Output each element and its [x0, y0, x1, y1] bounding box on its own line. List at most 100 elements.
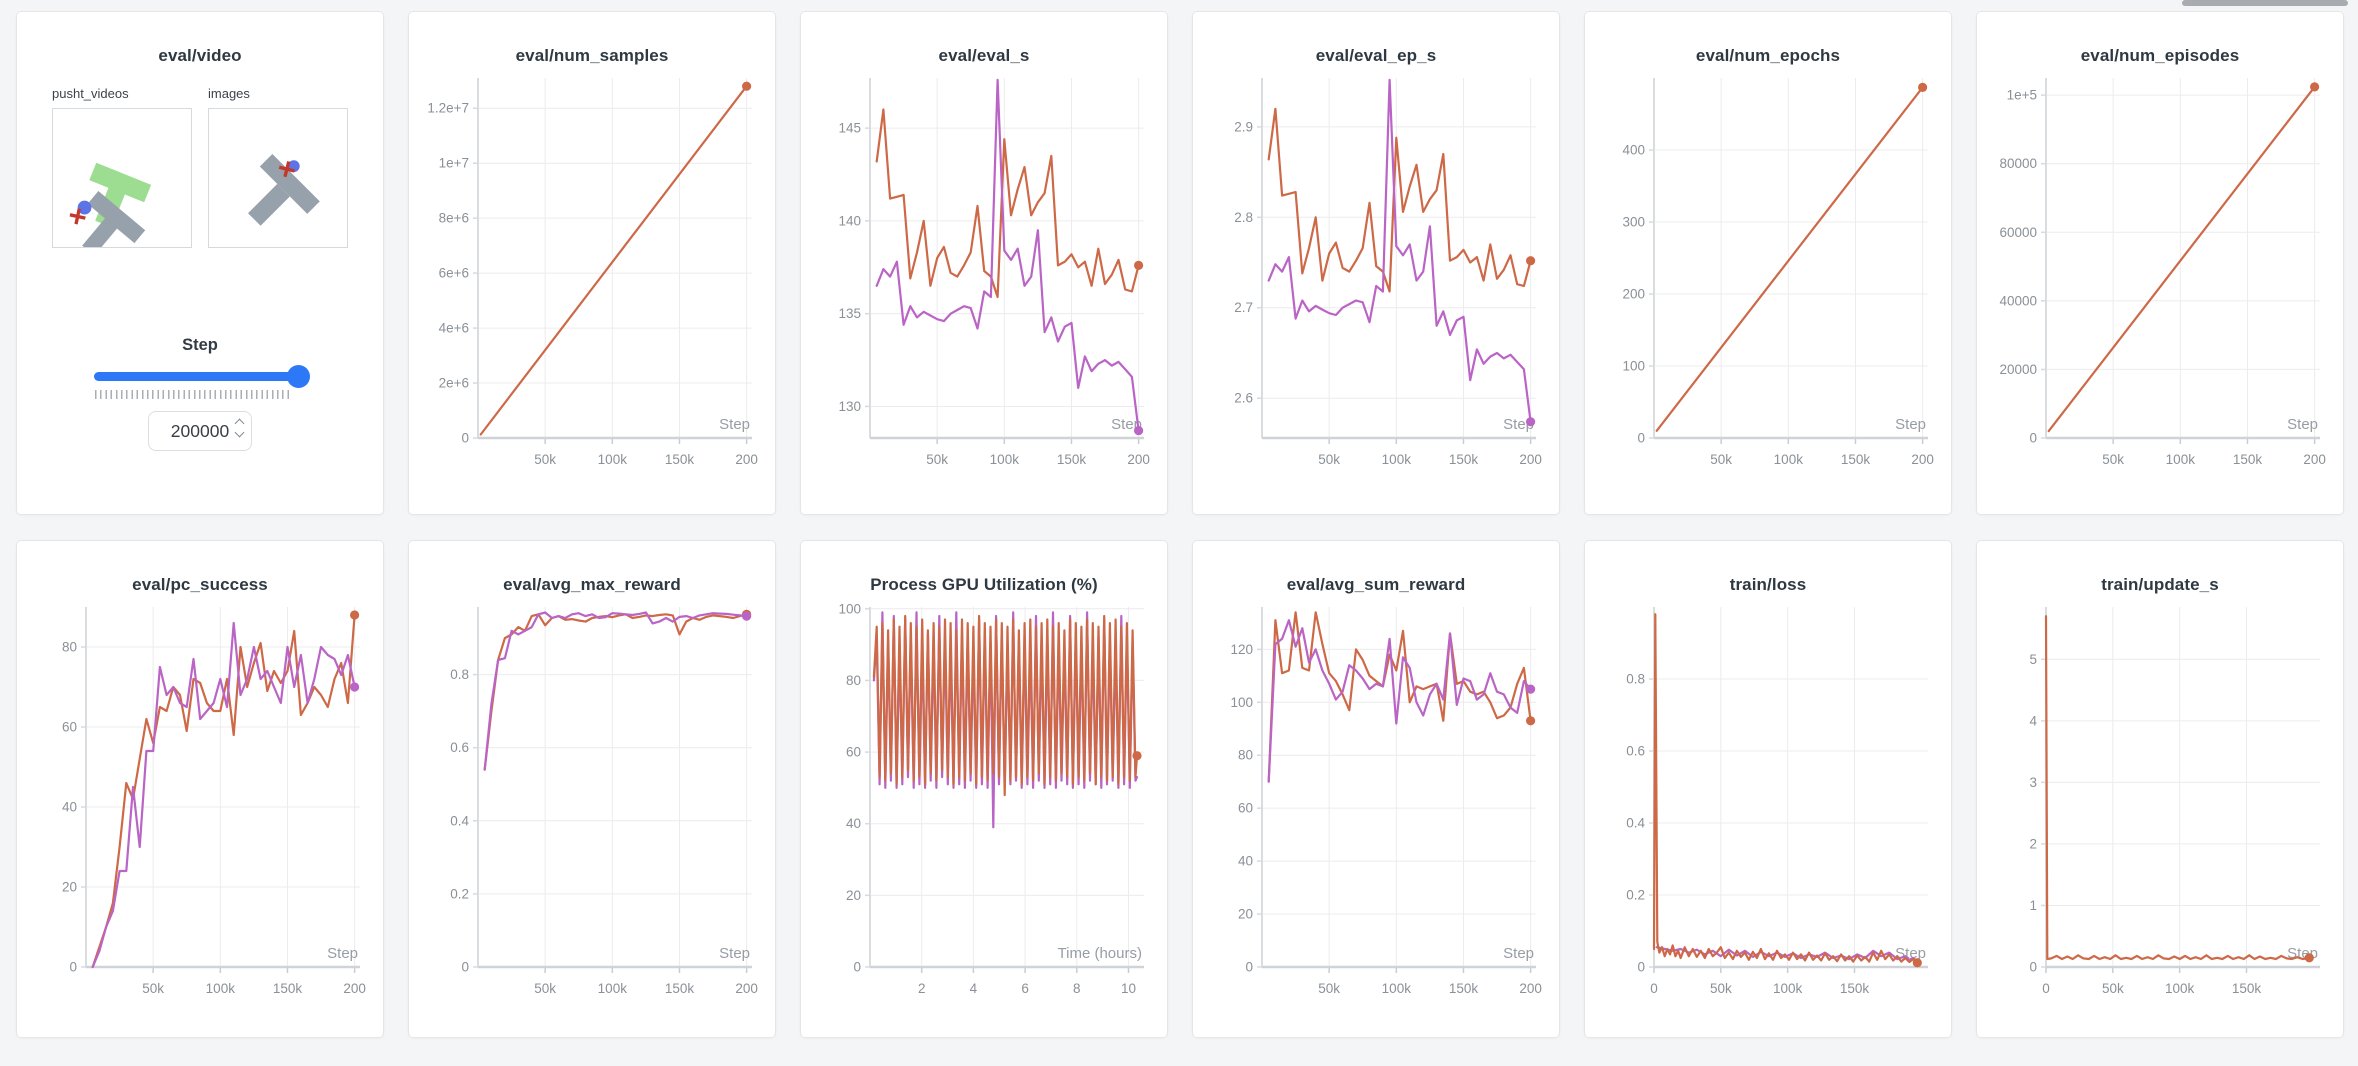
- svg-text:100k: 100k: [206, 981, 236, 996]
- panel-eval-num-epochs: eval/num_epochs 0 100 200 300 400 50k 100k 150k…: [1584, 11, 1952, 515]
- svg-text:135: 135: [838, 306, 861, 321]
- svg-text:4e+6: 4e+6: [439, 321, 469, 336]
- svg-text:8e+6: 8e+6: [439, 211, 469, 226]
- svg-text:200: 200: [1622, 287, 1645, 302]
- media-images[interactable]: images: [208, 86, 348, 248]
- svg-text:2.9: 2.9: [1234, 119, 1253, 134]
- svg-text:Step: Step: [719, 416, 750, 433]
- svg-text:1.2e+7: 1.2e+7: [427, 101, 469, 116]
- step-slider-block: Step 200000: [17, 336, 383, 451]
- chart-title: eval/avg_max_reward: [503, 575, 681, 594]
- chart-process-gpu-utilization[interactable]: 0 20 40 60 80 100 2 4 6 8 10 Time (hours): [814, 601, 1154, 1021]
- svg-text:50k: 50k: [534, 452, 556, 467]
- svg-text:50k: 50k: [2102, 981, 2124, 996]
- svg-text:80: 80: [846, 673, 861, 688]
- svg-text:0: 0: [1245, 960, 1253, 975]
- svg-text:Step: Step: [1111, 416, 1142, 433]
- scrollbar-horizontal[interactable]: [2182, 0, 2348, 6]
- svg-text:Step: Step: [327, 945, 358, 962]
- slider-track[interactable]: [94, 372, 306, 381]
- svg-text:50k: 50k: [534, 981, 556, 996]
- svg-text:Time (hours): Time (hours): [1058, 945, 1142, 962]
- svg-text:50k: 50k: [1710, 452, 1732, 467]
- chart-title: eval/num_samples: [515, 46, 669, 65]
- svg-text:100: 100: [838, 601, 861, 616]
- svg-text:0: 0: [69, 960, 77, 975]
- target-cross-icon: [69, 208, 86, 225]
- svg-text:10: 10: [1121, 981, 1136, 996]
- svg-text:150k: 150k: [665, 981, 695, 996]
- panel-title: eval/video: [158, 46, 242, 65]
- svg-text:20000: 20000: [1999, 362, 2037, 377]
- svg-text:200: 200: [1911, 452, 1934, 467]
- svg-text:40: 40: [62, 800, 77, 815]
- svg-text:0.6: 0.6: [1626, 744, 1645, 759]
- svg-text:0: 0: [1650, 981, 1658, 996]
- svg-text:Step: Step: [2287, 416, 2318, 433]
- svg-text:40: 40: [846, 816, 861, 831]
- svg-text:100k: 100k: [1382, 452, 1412, 467]
- svg-text:200: 200: [343, 981, 366, 996]
- svg-text:60: 60: [846, 745, 861, 760]
- svg-text:50k: 50k: [1710, 981, 1732, 996]
- chart-eval-avg-sum-reward[interactable]: 0 20 40 60 80 100 120 50k 100k 150k 200 Step: [1206, 601, 1546, 1021]
- svg-text:200: 200: [1519, 981, 1542, 996]
- stepper-arrows[interactable]: [234, 418, 245, 438]
- images-frame[interactable]: [208, 108, 348, 248]
- svg-text:0: 0: [1637, 431, 1645, 446]
- svg-text:1e+7: 1e+7: [439, 156, 469, 171]
- svg-text:0.4: 0.4: [1626, 816, 1645, 831]
- chart-eval-num-episodes[interactable]: 0 20000 40000 60000 80000 1e+5 50k 100k 150k 200 S…: [1990, 72, 2330, 492]
- svg-text:60: 60: [1238, 801, 1253, 816]
- step-slider[interactable]: [94, 365, 310, 388]
- chart-eval-pc-success[interactable]: 0 20 40 60 80 50k 100k 150k 200 Step: [30, 601, 370, 1021]
- chart-title: Process GPU Utilization (%): [870, 575, 1098, 594]
- chart-eval-avg-max-reward[interactable]: 0 0.2 0.4 0.6 0.8 50k 100k 150k 200 Step: [422, 601, 762, 1021]
- svg-text:0.6: 0.6: [450, 740, 469, 755]
- svg-text:0: 0: [461, 960, 469, 975]
- chart-eval-num-epochs[interactable]: 0 100 200 300 400 50k 100k 150k 200 Step: [1598, 72, 1938, 492]
- svg-text:200: 200: [2303, 452, 2326, 467]
- svg-text:100k: 100k: [598, 981, 628, 996]
- svg-text:50k: 50k: [1318, 452, 1340, 467]
- chart-title: eval/eval_s: [938, 46, 1030, 65]
- decrement-arrow-icon[interactable]: [234, 427, 245, 438]
- svg-text:150k: 150k: [2233, 452, 2263, 467]
- chart-eval-num-samples[interactable]: 0 2e+6 4e+6 6e+6 8e+6 1e+7 1.2e+7 50k 100k 150k 20…: [422, 72, 762, 492]
- svg-text:80000: 80000: [1999, 156, 2037, 171]
- svg-text:150k: 150k: [665, 452, 695, 467]
- step-input[interactable]: 200000: [148, 411, 252, 451]
- svg-text:0: 0: [853, 960, 861, 975]
- svg-text:0: 0: [1637, 960, 1645, 975]
- panel-eval-num-episodes: eval/num_episodes 0 20000 40000 60000 80000 1…: [1976, 11, 2344, 515]
- svg-text:150k: 150k: [273, 981, 303, 996]
- slider-knob[interactable]: [287, 365, 310, 388]
- svg-text:0.8: 0.8: [1626, 672, 1645, 687]
- svg-text:50k: 50k: [142, 981, 164, 996]
- agent-dot: [77, 200, 92, 215]
- svg-text:5: 5: [2029, 652, 2037, 667]
- chart-title: train/update_s: [2101, 575, 2219, 594]
- step-slider-label: Step: [182, 336, 218, 354]
- svg-text:150k: 150k: [1840, 981, 1870, 996]
- svg-text:2: 2: [918, 981, 926, 996]
- svg-text:60: 60: [62, 720, 77, 735]
- pusht-video-frame[interactable]: [52, 108, 192, 256]
- media-label: images: [208, 86, 250, 101]
- chart-title: eval/avg_sum_reward: [1286, 575, 1466, 594]
- svg-text:0: 0: [2029, 431, 2037, 446]
- panel-eval-pc-success: eval/pc_success 0 20 40 60 80 50k 100k 150k 200 S…: [16, 540, 384, 1038]
- chart-eval-eval-s[interactable]: 130 135 140 145 50k 100k 150k 200 Step: [814, 72, 1154, 492]
- chart-title: eval/num_epochs: [1695, 46, 1841, 65]
- svg-text:0.2: 0.2: [450, 886, 469, 901]
- panel-eval-eval-s: eval/eval_s 130 135 140 145 50k 100k 150k 200 St…: [800, 11, 1168, 515]
- panel-eval-num-samples: eval/num_samples 0 2e+6 4e+6 6e+6 8e+6 1e+7 1.…: [408, 11, 776, 515]
- svg-text:150k: 150k: [2232, 981, 2262, 996]
- chart-title: eval/pc_success: [132, 575, 268, 594]
- svg-text:4: 4: [2029, 713, 2037, 728]
- svg-text:3: 3: [2029, 775, 2037, 790]
- media-pusht-videos[interactable]: pusht_videos: [52, 86, 192, 256]
